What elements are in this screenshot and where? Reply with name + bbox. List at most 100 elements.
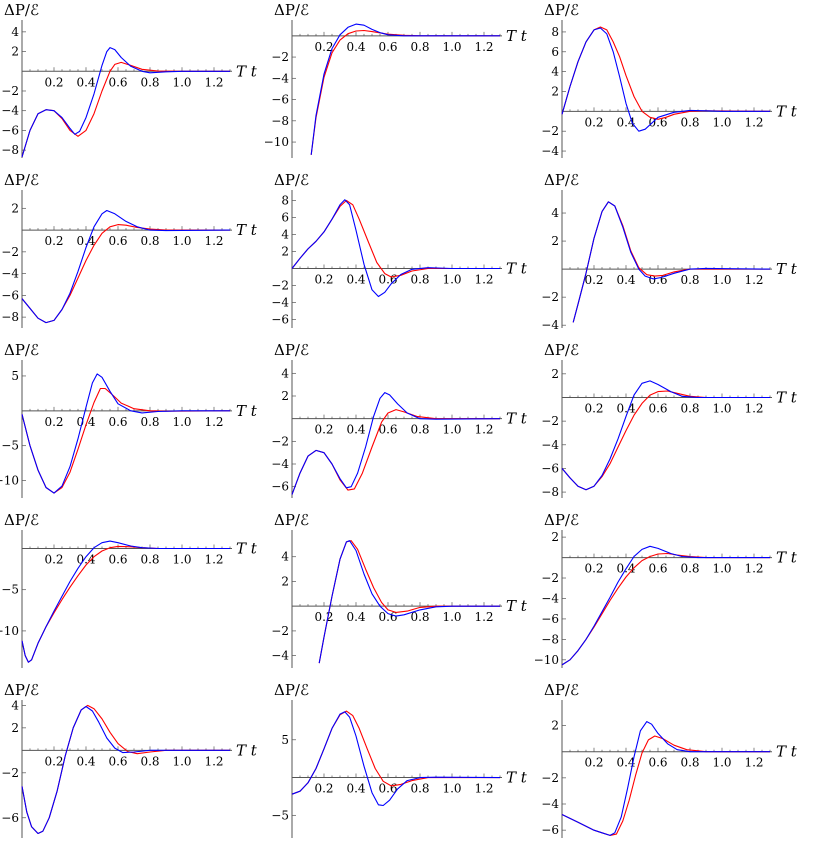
y-tick-label: −2: [541, 290, 559, 304]
y-tick-label: 4: [281, 366, 289, 380]
x-tick-label: 0.2: [44, 552, 63, 566]
series-line-blue: [21, 209, 231, 324]
x-tick-label: 1.2: [474, 273, 493, 287]
x-tick-label: 0.2: [584, 401, 603, 415]
x-tick-label: 1.2: [204, 75, 223, 89]
x-tick-label: 1.0: [712, 115, 731, 129]
x-tick-label: 0.2: [584, 115, 603, 129]
x-axis-label: T t: [236, 402, 258, 420]
series-line-blue: [21, 540, 230, 663]
x-tick-label: 0.6: [108, 552, 127, 566]
x-tick-label: 0.6: [378, 273, 397, 287]
y-tick-label: −4: [1, 104, 19, 118]
y-tick-label: 2: [551, 84, 559, 98]
x-tick-label: 1.0: [712, 273, 731, 287]
series-line-blue: [291, 392, 501, 495]
chart-panel: ΔP/ℰ T t 0.2 0.4 0.6 0.8 1.0 1.2 8 6 4 2 −2 −4 −6: [271, 171, 528, 328]
x-tick-label: 0.6: [108, 754, 127, 768]
x-axis-label: T t: [236, 221, 258, 239]
x-tick-label: 1.2: [744, 115, 763, 129]
y-tick-label: −5: [1, 439, 19, 453]
y-tick-label: −2: [541, 414, 559, 428]
y-axis-label: ΔP/ℰ: [274, 1, 309, 19]
x-axis-label: T t: [506, 597, 528, 615]
x-tick-label: 0.2: [314, 273, 333, 287]
y-axis-label: ΔP/ℰ: [544, 681, 579, 699]
x-tick-label: 0.2: [44, 75, 63, 89]
chart-panel: ΔP/ℰ T t 0.2 0.4 0.6 0.8 1.0 1.2 4 2 −2 −6: [1, 681, 258, 838]
x-tick-label: 0.2: [584, 273, 603, 287]
y-axis-label: ΔP/ℰ: [544, 1, 579, 19]
chart-panel: ΔP/ℰ T t 0.2 0.4 0.6 0.8 1.0 1.2 5 −5 −10: [0, 341, 258, 498]
x-axis-label: T t: [776, 260, 798, 278]
x-tick-label: 0.6: [108, 75, 127, 89]
y-tick-label: 2: [281, 389, 289, 403]
y-tick-label: −2: [1, 84, 19, 98]
series-line-blue: [561, 27, 770, 132]
chart-panel: ΔP/ℰ T t 0.2 0.4 0.6 0.8 1.0 1.2 2 −2 −4 −6 −8: [1, 171, 258, 328]
y-tick-label: −10: [534, 653, 559, 667]
y-axis-label: ΔP/ℰ: [274, 171, 309, 189]
x-axis-label: T t: [776, 388, 798, 406]
x-tick-label: 1.0: [172, 754, 191, 768]
series-line-blue: [318, 540, 500, 664]
y-tick-label: −8: [541, 632, 559, 646]
x-tick-label: 0.2: [314, 782, 333, 796]
y-tick-label: −4: [271, 71, 289, 85]
y-tick-label: 2: [11, 45, 19, 59]
x-tick-label: 1.2: [744, 562, 763, 576]
x-tick-label: 1.0: [172, 415, 191, 429]
series-line-blue: [310, 23, 500, 155]
x-axis-label: T t: [506, 27, 528, 45]
series-line-blue: [21, 373, 230, 494]
series-line-blue: [21, 47, 230, 158]
y-tick-label: −4: [271, 457, 289, 471]
x-tick-label: 0.4: [616, 273, 635, 287]
x-tick-label: 0.2: [44, 754, 63, 768]
y-tick-label: −5: [1, 583, 19, 597]
x-tick-label: 0.2: [44, 234, 63, 248]
y-axis-label: ΔP/ℰ: [274, 341, 309, 359]
y-tick-label: 2: [551, 234, 559, 248]
y-tick-label: 8: [551, 25, 559, 39]
y-tick-label: −6: [541, 612, 559, 626]
x-axis-label: T t: [236, 539, 258, 557]
y-tick-label: −8: [271, 114, 289, 128]
y-axis-label: ΔP/ℰ: [4, 681, 39, 699]
x-tick-label: 1.2: [474, 610, 493, 624]
x-tick-label: 0.2: [584, 562, 603, 576]
x-tick-label: 0.2: [314, 423, 333, 437]
y-tick-label: −4: [541, 438, 559, 452]
x-tick-label: 0.2: [314, 40, 333, 54]
series-line-blue: [561, 545, 770, 666]
chart-panel: ΔP/ℰ T t 0.2 0.4 0.6 0.8 1.0 1.2 5 −5: [271, 681, 528, 838]
x-tick-label: 0.4: [346, 423, 365, 437]
x-tick-label: 0.4: [76, 75, 95, 89]
x-tick-label: 0.8: [140, 552, 159, 566]
x-axis-label: T t: [506, 769, 528, 787]
y-tick-label: 4: [551, 65, 559, 79]
chart-panel: ΔP/ℰ T t 0.2 0.4 0.6 0.8 1.0 1.2 4 2 −2 −4 −6 −8: [1, 1, 258, 158]
series-line-blue: [21, 705, 230, 835]
series-line-blue: [291, 711, 501, 807]
y-tick-label: −2: [271, 434, 289, 448]
x-tick-label: 1.2: [744, 273, 763, 287]
x-tick-label: 1.0: [712, 756, 731, 770]
y-tick-label: 4: [281, 550, 289, 564]
y-tick-label: −10: [0, 624, 19, 638]
x-tick-label: 0.2: [584, 756, 603, 770]
y-tick-label: 2: [551, 719, 559, 733]
x-axis-label: T t: [236, 62, 258, 80]
series-line-blue: [561, 721, 770, 836]
x-tick-label: 1.0: [172, 234, 191, 248]
y-tick-label: −2: [541, 571, 559, 585]
y-tick-label: 4: [11, 698, 19, 712]
y-tick-label: 8: [281, 194, 289, 208]
x-tick-label: 0.4: [616, 115, 635, 129]
y-axis-label: ΔP/ℰ: [4, 511, 39, 529]
x-tick-label: 0.6: [108, 234, 127, 248]
y-tick-label: 4: [281, 228, 289, 242]
y-tick-label: −6: [1, 811, 19, 825]
x-tick-label: 1.2: [204, 415, 223, 429]
chart-panel: ΔP/ℰ T t 0.2 0.4 0.6 0.8 1.0 1.2 8 6 4 2 −2 −4: [541, 1, 797, 158]
